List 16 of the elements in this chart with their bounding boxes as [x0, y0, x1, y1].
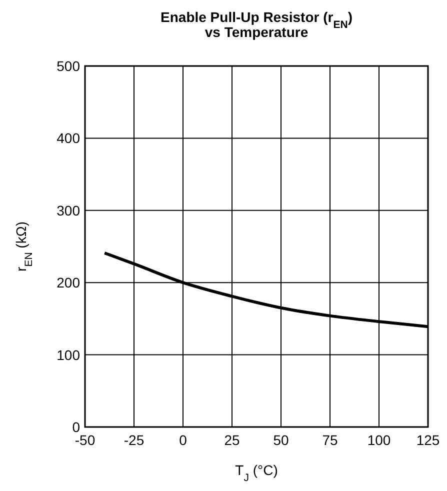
x-tick-label: 0 — [179, 432, 188, 448]
x-axis-title: T$_{J}$ (°C) — [235, 462, 278, 484]
y-tick-label: 0 — [72, 419, 80, 435]
x-tick-label: 125 — [416, 432, 440, 448]
x-tick-label: 50 — [273, 432, 289, 448]
x-tick-label: -25 — [124, 432, 144, 448]
chart-title: Enable Pull-Up Resistor (r$_{EN}$) vs Temperature — [160, 9, 352, 40]
x-tick-label: 100 — [367, 432, 391, 448]
x-tick-label: 25 — [224, 432, 240, 448]
x-tick-label: -50 — [74, 432, 96, 448]
x-tick-label: 75 — [322, 432, 338, 448]
y-tick-label: 200 — [56, 274, 80, 291]
y-tick-label: 500 — [56, 58, 80, 74]
y-tick-label: 300 — [56, 202, 80, 218]
y-tick-label: 100 — [56, 346, 80, 363]
y-tick-label: 400 — [56, 130, 80, 146]
